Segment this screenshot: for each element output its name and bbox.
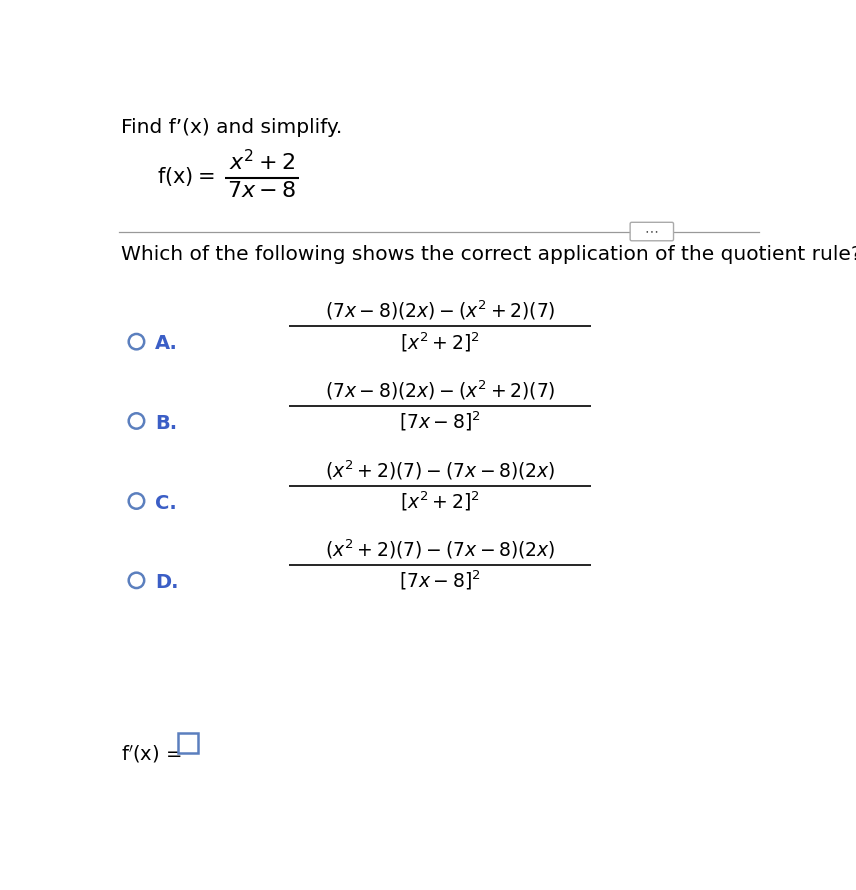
Text: $\left[x^2+2\right]^2$: $\left[x^2+2\right]^2$ xyxy=(401,490,480,513)
Text: $\left(x^2+2\right)(7)-(7x-8)(2x)$: $\left(x^2+2\right)(7)-(7x-8)(2x)$ xyxy=(325,538,556,561)
Text: $7x-8$: $7x-8$ xyxy=(228,181,297,201)
FancyBboxPatch shape xyxy=(630,222,674,241)
FancyBboxPatch shape xyxy=(178,732,199,753)
Text: C.: C. xyxy=(155,494,177,513)
Text: Which of the following shows the correct application of the quotient rule?: Which of the following shows the correct… xyxy=(121,246,856,264)
Text: B.: B. xyxy=(155,414,177,433)
Text: $[7x-8]^2$: $[7x-8]^2$ xyxy=(399,409,481,433)
Text: $x^2+2$: $x^2+2$ xyxy=(229,150,295,174)
Text: $(7x-8)(2x)-\left(x^2+2\right)(7)$: $(7x-8)(2x)-\left(x^2+2\right)(7)$ xyxy=(325,299,556,322)
Text: ⋯: ⋯ xyxy=(645,224,659,239)
Text: $\left[x^2+2\right]^2$: $\left[x^2+2\right]^2$ xyxy=(401,330,480,353)
Text: $(7x-8)(2x)-\left(x^2+2\right)(7)$: $(7x-8)(2x)-\left(x^2+2\right)(7)$ xyxy=(325,378,556,401)
Text: $[7x-8]^2$: $[7x-8]^2$ xyxy=(399,569,481,593)
Text: $\mathsf{f(x)} =$: $\mathsf{f(x)} =$ xyxy=(158,165,215,188)
Text: Find f’(x) and simplify.: Find f’(x) and simplify. xyxy=(121,118,342,137)
Text: A.: A. xyxy=(155,335,178,353)
Text: f$'$(x) =: f$'$(x) = xyxy=(121,742,181,765)
Text: $\left(x^2+2\right)(7)-(7x-8)(2x)$: $\left(x^2+2\right)(7)-(7x-8)(2x)$ xyxy=(325,458,556,481)
Text: D.: D. xyxy=(155,573,179,592)
